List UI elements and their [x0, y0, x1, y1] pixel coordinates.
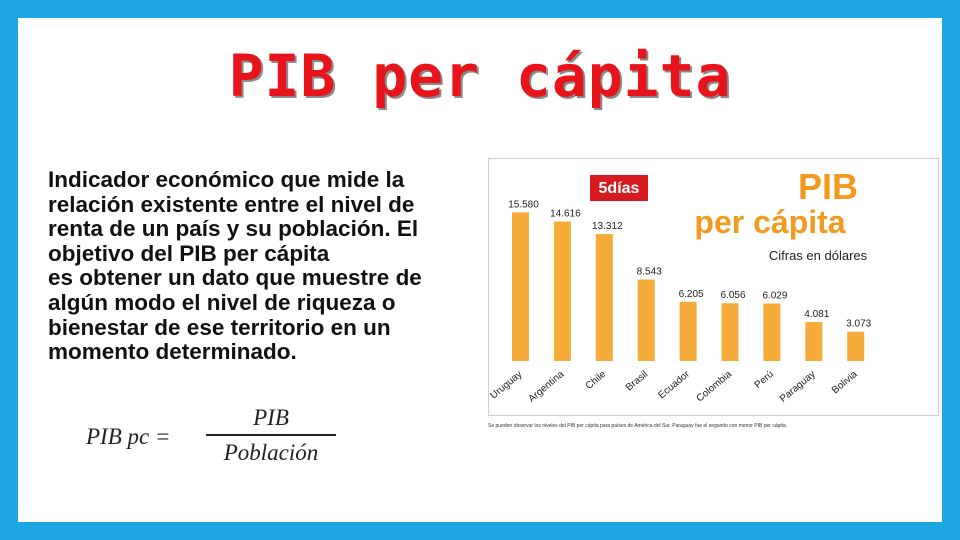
bar-perú: [763, 303, 781, 361]
logo: 5días: [590, 175, 648, 201]
formula-numerator: PIB: [253, 405, 289, 430]
value-label: 14.616: [550, 209, 581, 220]
bar-brasil: [637, 279, 655, 361]
description-text: Indicador económico que mide la relación…: [48, 167, 488, 365]
category-label: Ecuador: [656, 368, 692, 401]
value-label: 3.073: [846, 319, 871, 330]
bar-colombia: [721, 303, 739, 361]
chart-title: PIB: [798, 166, 858, 207]
description-line: renta de un país y su población. El: [48, 216, 419, 242]
formula-lhs: PIB pc =: [86, 424, 171, 449]
formula-fraction: PIB Población: [206, 404, 336, 467]
bar-bolivia: [847, 331, 865, 361]
bar-paraguay: [805, 322, 823, 361]
logo-text: 5días: [599, 180, 640, 197]
value-label: 13.312: [592, 221, 623, 232]
description-line: es obtener un dato que muestre de: [48, 265, 422, 291]
bar-uruguay: [512, 212, 529, 361]
description-line: bienestar de ese territorio en un: [48, 314, 391, 340]
page-title: PIB per cápita: [228, 42, 732, 110]
description-line: algún modo el nivel de riqueza o: [48, 289, 396, 315]
value-label: 15.580: [508, 199, 539, 210]
category-label: Perú: [753, 369, 776, 391]
formula-denominator: Población: [223, 440, 319, 465]
category-label: Argentina: [526, 369, 566, 405]
fraction-bar: [206, 434, 336, 436]
value-label: 6.205: [679, 289, 704, 300]
chart-note: Cifras en dólares: [769, 248, 868, 263]
value-label: 6.056: [720, 290, 745, 301]
value-label: 4.081: [804, 309, 829, 320]
category-label: Uruguay: [489, 369, 524, 402]
category-label: Brasil: [624, 369, 650, 394]
chart-subtitle: per cápita: [694, 204, 845, 240]
bar-chart: 5días PIB per cápita Cifras en dólares 1…: [488, 166, 871, 405]
bar-argentina: [553, 221, 571, 361]
bar-chile: [595, 234, 613, 361]
logo-background: [590, 175, 648, 201]
description-line: relación existente entre el nivel de: [48, 191, 415, 217]
chart-caption: Se pueden observar los niveles del PIB p…: [488, 423, 788, 429]
description-line: Indicador económico que mide la: [48, 167, 405, 192]
description-line: momento determinado.: [48, 339, 297, 365]
value-label: 6.029: [762, 290, 787, 301]
category-label: Chile: [584, 369, 609, 392]
category-label: Colombia: [694, 369, 734, 405]
chart-frame: 5días PIB per cápita Cifras en dólares 1…: [488, 158, 939, 416]
bar-ecuador: [679, 301, 697, 361]
category-label: Bolivia: [830, 369, 860, 397]
description-line: objetivo del PIB per cápita: [48, 240, 330, 266]
value-label: 8.543: [637, 266, 662, 277]
category-label: Paraguay: [778, 369, 818, 405]
